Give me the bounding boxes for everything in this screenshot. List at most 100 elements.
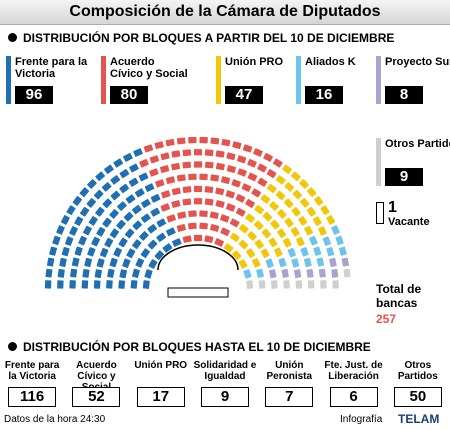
- seat: [225, 151, 237, 161]
- seat: [108, 208, 120, 220]
- legend-label: Aliados K: [305, 56, 356, 68]
- seat: [224, 189, 236, 200]
- seat: [253, 238, 265, 250]
- seat: [251, 257, 262, 269]
- seat: [231, 249, 243, 261]
- seat: [325, 246, 336, 258]
- seat: [78, 186, 90, 198]
- vacant-icon: [376, 202, 384, 224]
- seat: [56, 268, 66, 279]
- seat: [103, 237, 115, 249]
- seat: [109, 189, 122, 202]
- seat: [260, 227, 272, 240]
- seat: [222, 242, 235, 254]
- seat: [193, 185, 203, 193]
- legend-label: Otros Partidos: [385, 138, 450, 150]
- seat: [93, 268, 103, 279]
- seat: [203, 185, 215, 194]
- seat: [129, 279, 139, 290]
- block-value: 9: [201, 387, 249, 407]
- seat: [290, 257, 301, 269]
- seat: [68, 225, 79, 237]
- seat: [83, 257, 93, 268]
- seat: [127, 176, 140, 188]
- seat-group: [245, 268, 352, 290]
- seat: [283, 197, 295, 209]
- seat: [60, 214, 71, 226]
- seat: [193, 148, 203, 157]
- seat: [51, 234, 62, 246]
- seat: [181, 234, 193, 244]
- seat: [94, 206, 106, 218]
- block-value: 17: [136, 387, 185, 407]
- seat: [313, 195, 325, 207]
- seat: [170, 186, 182, 196]
- seat: [203, 197, 215, 207]
- seat: [240, 182, 253, 193]
- seat: [281, 237, 293, 249]
- seat: [118, 182, 130, 194]
- seat: [342, 268, 352, 279]
- seat: [299, 197, 311, 209]
- total-value: 257: [376, 312, 397, 326]
- seat: [318, 267, 327, 279]
- seat: [106, 268, 116, 279]
- seat: [100, 181, 113, 193]
- seat: [203, 234, 215, 244]
- block-value: 7: [265, 387, 314, 407]
- seat: [325, 214, 336, 226]
- legend-label: Acuerdo Cívico y Social: [110, 56, 188, 80]
- seat: [77, 235, 88, 247]
- seat: [246, 158, 258, 169]
- seat: [259, 193, 272, 205]
- seat: [71, 256, 81, 268]
- seat: [246, 230, 258, 242]
- seat: [69, 267, 78, 279]
- seat: [132, 147, 144, 158]
- seat: [311, 215, 323, 227]
- legend-value: 1: [388, 199, 397, 216]
- seat: [94, 170, 106, 182]
- seat: [204, 160, 215, 170]
- seat: [294, 279, 303, 290]
- section-heading: DISTRIBUCIÓN POR BLOQUES HASTA EL 10 DE …: [8, 340, 371, 354]
- seat-group: [343, 279, 352, 290]
- legend-label: Unión PRO: [225, 56, 284, 68]
- seat: [330, 224, 341, 236]
- seat: [142, 279, 151, 290]
- legend-value: 9: [385, 168, 423, 186]
- seat: [124, 193, 137, 205]
- seat: [299, 246, 310, 258]
- seat: [219, 226, 231, 237]
- seat: [108, 257, 119, 269]
- seat: [153, 140, 165, 150]
- seat: [266, 182, 278, 194]
- seat: [255, 267, 265, 279]
- seat: [139, 247, 151, 259]
- seat: [259, 247, 271, 260]
- seat: [245, 247, 257, 259]
- seat: [275, 174, 287, 186]
- legend-swatch: [376, 56, 381, 104]
- seat: [319, 204, 331, 216]
- seat: [231, 140, 243, 150]
- seat: [112, 157, 124, 169]
- seat: [131, 219, 143, 231]
- seat: [225, 202, 237, 213]
- seat: [268, 200, 280, 212]
- seat: [236, 154, 248, 165]
- seat: [198, 221, 209, 231]
- seat: [118, 268, 128, 280]
- seat: [187, 209, 198, 218]
- seat: [46, 256, 56, 268]
- seat: [90, 235, 101, 248]
- seat: [187, 221, 198, 231]
- seat: [330, 268, 340, 279]
- seat: [256, 176, 269, 188]
- seat: [213, 237, 225, 248]
- seat: [198, 136, 209, 145]
- seat: [220, 175, 231, 185]
- seat: [291, 188, 303, 201]
- seat: [176, 136, 187, 146]
- seat: [268, 268, 278, 280]
